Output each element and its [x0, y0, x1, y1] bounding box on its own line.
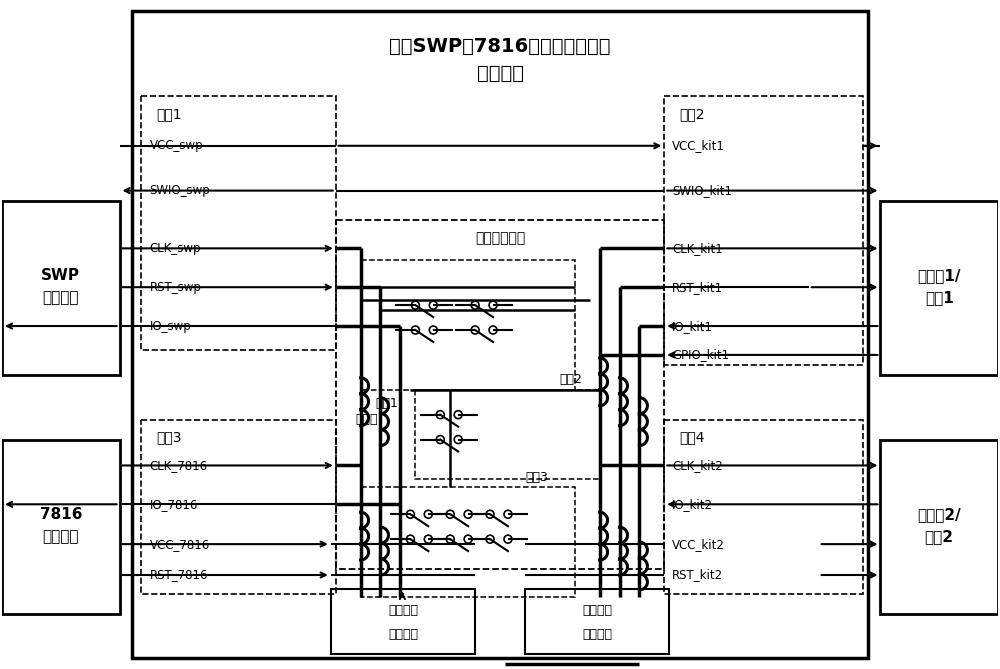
Text: CLK_kit1: CLK_kit1: [672, 242, 723, 255]
Text: CLK_kit2: CLK_kit2: [672, 459, 723, 472]
Text: RST_kit1: RST_kit1: [672, 281, 723, 294]
Bar: [336, 221, 664, 569]
Text: IO_7816: IO_7816: [149, 498, 198, 511]
Text: 电源复位: 电源复位: [582, 604, 612, 617]
Text: VCC_kit1: VCC_kit1: [672, 139, 725, 153]
Bar: [664, 419, 863, 594]
Text: SWIO_kit1: SWIO_kit1: [672, 184, 732, 197]
Text: 信号切换模块: 信号切换模块: [475, 231, 525, 246]
Text: SWIO_swp: SWIO_swp: [149, 184, 210, 197]
Text: VCC_swp: VCC_swp: [149, 139, 203, 153]
Bar: [141, 419, 336, 594]
Text: VCC_7816: VCC_7816: [149, 538, 210, 551]
Bar: [141, 96, 336, 350]
Text: 开关3: 开关3: [525, 471, 548, 484]
Text: CLK_swp: CLK_swp: [149, 242, 201, 255]
Text: 接口4: 接口4: [679, 431, 705, 445]
Text: 开关2: 开关2: [560, 373, 583, 386]
Text: 产生模块: 产生模块: [582, 628, 612, 642]
Bar: [664, 96, 863, 365]
Text: 7816: 7816: [40, 506, 82, 522]
Text: 电源复位: 电源复位: [388, 604, 418, 617]
Text: IO_kit2: IO_kit2: [672, 498, 713, 511]
Bar: [132, 11, 868, 658]
Bar: [525, 589, 669, 654]
Text: 支持SWP和7816接口同时调试的: 支持SWP和7816接口同时调试的: [389, 37, 611, 56]
Bar: [880, 201, 998, 375]
Bar: [880, 440, 998, 614]
Text: 仿真器2/: 仿真器2/: [917, 506, 961, 522]
Text: GPIO_kit1: GPIO_kit1: [672, 349, 729, 361]
Bar: [415, 390, 600, 480]
Text: 芯片2: 芯片2: [925, 530, 954, 545]
Text: RST_kit2: RST_kit2: [672, 569, 723, 581]
Text: SWP: SWP: [41, 268, 80, 283]
Text: 接口设备: 接口设备: [43, 530, 79, 545]
Text: CLK_7816: CLK_7816: [149, 459, 208, 472]
Text: 接口电路: 接口电路: [477, 64, 524, 82]
Text: RST_7816: RST_7816: [149, 569, 208, 581]
Text: 处理模块: 处理模块: [388, 628, 418, 642]
Text: RST_swp: RST_swp: [149, 281, 201, 294]
Text: 热复位: 热复位: [356, 413, 378, 426]
Text: IO_swp: IO_swp: [149, 320, 191, 332]
Text: 芯片1: 芯片1: [925, 290, 954, 306]
Text: IO_kit1: IO_kit1: [672, 320, 713, 332]
Text: 接口1: 接口1: [156, 107, 182, 121]
Text: VCC_kit2: VCC_kit2: [672, 538, 725, 551]
Text: 开关1: 开关1: [376, 397, 398, 410]
Text: 接口3: 接口3: [156, 431, 182, 445]
Text: 仿真器1/: 仿真器1/: [917, 268, 961, 283]
Bar: [2, 440, 120, 614]
Bar: [2, 201, 120, 375]
Bar: [331, 589, 475, 654]
Bar: [361, 487, 575, 597]
Bar: [361, 260, 575, 390]
Text: 接口2: 接口2: [679, 107, 705, 121]
Text: 接口设备: 接口设备: [43, 290, 79, 306]
